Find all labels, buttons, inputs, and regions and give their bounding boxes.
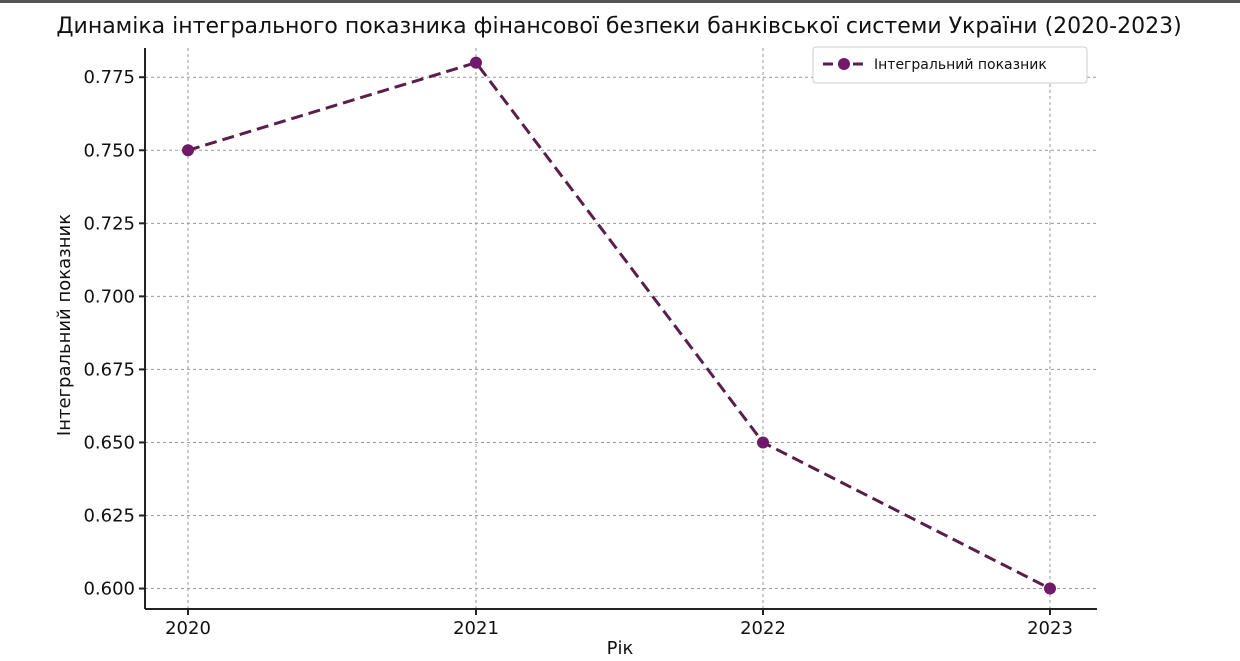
y-axis-label: Інтегральний показник — [54, 214, 75, 436]
series — [182, 56, 1056, 595]
y-tick-label: 0.750 — [83, 140, 135, 161]
series-line — [187, 60, 1051, 590]
x-tick-label: 2020 — [165, 618, 211, 639]
data-point — [1044, 582, 1056, 595]
x-ticks: 2020 2021 2022 2023 — [165, 609, 1073, 639]
axes — [144, 48, 1097, 610]
y-tick-label: 0.625 — [83, 506, 135, 527]
y-tick-label: 0.675 — [83, 359, 135, 380]
data-point — [182, 144, 194, 157]
legend-label: Інтегральний показник — [874, 57, 1047, 73]
x-tick-label: 2023 — [1027, 618, 1073, 639]
x-tick-label: 2021 — [453, 618, 499, 639]
y-ticks: 0.600 0.625 0.650 0.675 0.700 0.725 0.750 0.775 — [83, 67, 145, 600]
chart-title: Динаміка інтегрального показника фінансо… — [56, 14, 1181, 39]
y-tick-label: 0.650 — [83, 432, 135, 453]
grid — [145, 48, 1097, 609]
data-point — [470, 56, 482, 69]
legend: Інтегральний показник — [812, 46, 1088, 84]
data-point — [757, 436, 769, 449]
top-border — [0, 0, 1240, 3]
legend-marker-swatch — [838, 58, 850, 70]
legend-box — [812, 46, 1088, 84]
y-tick-label: 0.700 — [83, 286, 135, 307]
y-tick-label: 0.600 — [83, 579, 135, 600]
y-tick-label: 0.775 — [83, 67, 135, 88]
x-axis-label: Рік — [607, 638, 634, 659]
x-tick-label: 2022 — [740, 618, 786, 639]
y-tick-label: 0.725 — [83, 213, 135, 234]
